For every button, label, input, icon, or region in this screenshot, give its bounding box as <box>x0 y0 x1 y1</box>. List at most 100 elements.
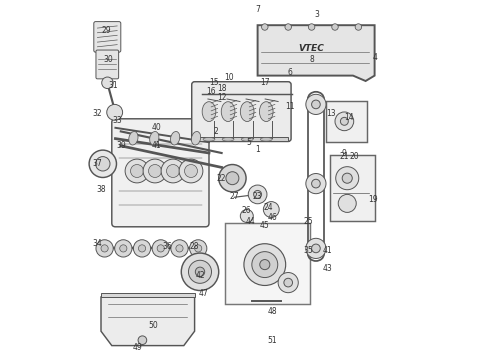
Circle shape <box>167 165 179 177</box>
Circle shape <box>342 173 352 183</box>
Text: 49: 49 <box>132 343 142 352</box>
Text: 11: 11 <box>285 102 295 111</box>
Circle shape <box>308 24 315 30</box>
Text: 46: 46 <box>267 213 277 222</box>
Text: 5: 5 <box>246 139 251 148</box>
Circle shape <box>189 260 212 283</box>
Text: 14: 14 <box>344 112 354 122</box>
Text: 36: 36 <box>163 242 172 251</box>
Ellipse shape <box>192 131 201 145</box>
Circle shape <box>161 159 185 183</box>
Polygon shape <box>101 297 195 346</box>
Text: 21: 21 <box>339 152 349 161</box>
Text: VTEC: VTEC <box>299 44 324 53</box>
FancyBboxPatch shape <box>112 119 209 227</box>
Circle shape <box>130 165 144 177</box>
Circle shape <box>138 336 147 345</box>
Circle shape <box>284 278 293 287</box>
Text: 29: 29 <box>101 26 111 35</box>
Circle shape <box>185 165 197 177</box>
Text: 38: 38 <box>96 185 106 194</box>
Circle shape <box>312 100 320 109</box>
Text: 8: 8 <box>309 55 314 64</box>
Ellipse shape <box>202 102 216 122</box>
Text: 50: 50 <box>148 321 158 330</box>
Bar <box>330 155 374 221</box>
Ellipse shape <box>129 131 138 145</box>
Circle shape <box>335 112 354 131</box>
Circle shape <box>312 179 320 188</box>
Circle shape <box>179 159 203 183</box>
Polygon shape <box>258 25 374 81</box>
Circle shape <box>96 240 113 257</box>
Text: 4: 4 <box>372 53 377 62</box>
Text: 40: 40 <box>152 123 162 132</box>
Circle shape <box>332 24 338 30</box>
Text: 6: 6 <box>288 68 293 77</box>
Circle shape <box>338 194 356 212</box>
Circle shape <box>102 77 113 89</box>
Text: 33: 33 <box>112 116 122 125</box>
Circle shape <box>181 253 219 291</box>
Text: 39: 39 <box>116 141 125 150</box>
Circle shape <box>226 172 239 185</box>
Circle shape <box>89 150 117 177</box>
Ellipse shape <box>222 138 234 141</box>
Circle shape <box>143 159 167 183</box>
Text: 10: 10 <box>224 73 234 82</box>
Bar <box>326 101 368 142</box>
Circle shape <box>336 167 359 190</box>
Text: 41: 41 <box>323 246 333 255</box>
Circle shape <box>96 157 110 171</box>
Circle shape <box>355 24 362 30</box>
Text: 2: 2 <box>214 127 219 136</box>
Circle shape <box>133 240 151 257</box>
Circle shape <box>262 24 268 30</box>
Text: 41: 41 <box>152 141 162 150</box>
Bar <box>101 293 195 297</box>
Text: 1: 1 <box>255 145 260 154</box>
Ellipse shape <box>260 138 272 141</box>
Text: 20: 20 <box>350 152 360 161</box>
Text: 42: 42 <box>195 271 205 280</box>
Ellipse shape <box>221 102 235 122</box>
Circle shape <box>252 252 278 278</box>
Text: 15: 15 <box>210 78 219 87</box>
Text: 25: 25 <box>303 217 313 226</box>
Circle shape <box>195 245 202 252</box>
Text: 48: 48 <box>267 307 277 316</box>
Circle shape <box>254 190 262 198</box>
Text: 17: 17 <box>260 78 270 87</box>
Text: 51: 51 <box>267 336 277 345</box>
Ellipse shape <box>203 138 215 141</box>
Text: 45: 45 <box>260 220 270 230</box>
Text: 31: 31 <box>109 81 119 90</box>
Text: 35: 35 <box>303 246 313 255</box>
Text: 9: 9 <box>342 149 346 158</box>
Text: 44: 44 <box>245 217 255 226</box>
Text: 47: 47 <box>199 289 208 298</box>
Text: 30: 30 <box>103 55 113 64</box>
Ellipse shape <box>241 138 253 141</box>
Bar <box>195 137 288 141</box>
Circle shape <box>196 267 205 276</box>
Circle shape <box>190 240 207 257</box>
Bar <box>225 223 310 304</box>
FancyBboxPatch shape <box>94 22 121 52</box>
Text: 37: 37 <box>93 159 102 168</box>
Text: 43: 43 <box>323 264 333 273</box>
Text: 19: 19 <box>368 195 378 204</box>
Circle shape <box>306 174 326 194</box>
Circle shape <box>306 238 326 258</box>
Circle shape <box>125 159 149 183</box>
Circle shape <box>240 210 253 222</box>
Circle shape <box>152 240 170 257</box>
Circle shape <box>120 245 127 252</box>
Circle shape <box>285 24 292 30</box>
Ellipse shape <box>240 102 254 122</box>
Circle shape <box>176 245 183 252</box>
Text: 26: 26 <box>242 206 251 215</box>
Circle shape <box>219 165 246 192</box>
Text: 3: 3 <box>315 10 319 19</box>
Circle shape <box>107 104 122 120</box>
